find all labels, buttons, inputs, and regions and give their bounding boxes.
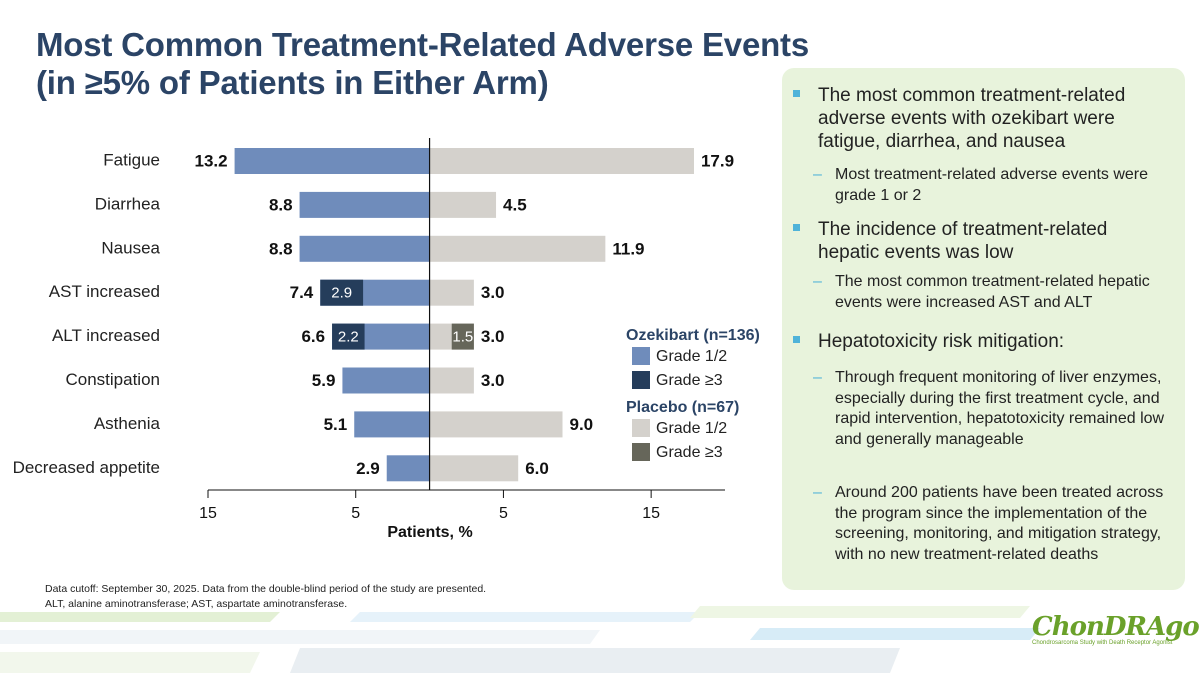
category-label: Diarrhea <box>95 194 161 213</box>
segment-label: 2.2 <box>338 329 359 346</box>
value-label: 4.5 <box>503 195 527 214</box>
value-label: 13.2 <box>194 151 227 170</box>
category-label: Fatigue <box>103 150 160 169</box>
bullet: The incidence of treatment-related hepat… <box>793 218 1168 264</box>
value-label: 17.9 <box>701 151 734 170</box>
category-label: Nausea <box>101 238 160 257</box>
value-label: 3.0 <box>481 327 505 346</box>
summary-panel: The most common treatment-related advers… <box>782 68 1185 590</box>
bar <box>342 367 430 394</box>
category-label: Decreased appetite <box>13 458 160 477</box>
legend-swatch <box>632 347 650 365</box>
bar <box>429 455 519 482</box>
legend-label: Grade ≥3 <box>656 372 723 389</box>
value-label: 7.4 <box>290 283 314 302</box>
bar <box>429 148 694 174</box>
title: Most Common Treatment-Related Adverse Ev… <box>36 26 809 102</box>
x-tick-label: 5 <box>351 505 360 522</box>
value-label: 3.0 <box>481 283 505 302</box>
logo-name: ChonDRAgon <box>1032 612 1200 642</box>
x-tick-label: 15 <box>199 505 217 522</box>
legend-swatch <box>632 443 650 461</box>
bar <box>429 279 474 306</box>
bar <box>299 235 430 262</box>
value-label: 6.6 <box>301 327 325 346</box>
bar <box>234 148 430 174</box>
value-label: 8.8 <box>269 195 293 214</box>
bar-segment <box>332 323 365 350</box>
legend-label: Grade 1/2 <box>656 420 727 437</box>
bar <box>354 411 430 438</box>
value-label: 3.0 <box>481 371 505 390</box>
value-label: 9.0 <box>570 415 594 434</box>
category-label: AST increased <box>49 282 160 301</box>
category-label: Constipation <box>65 370 160 389</box>
bar <box>386 455 430 482</box>
decor <box>0 606 1040 673</box>
legend-title: Placebo (n=67) <box>626 399 739 416</box>
bar <box>299 191 430 218</box>
legend-title: Ozekibart (n=136) <box>626 327 760 344</box>
title-line: Most Common Treatment-Related Adverse Ev… <box>36 26 810 63</box>
value-label: 5.9 <box>312 371 336 390</box>
bar <box>429 191 497 218</box>
title-line: (in ≥5% of Patients in Either Arm) <box>36 64 549 101</box>
value-label: 2.9 <box>356 459 380 478</box>
x-tick-label: 15 <box>642 505 660 522</box>
footnote: Data cutoff: September 30, 2025. Data fr… <box>45 583 487 595</box>
legend-swatch <box>632 371 650 389</box>
sub-bullet: Most treatment-related adverse events we… <box>813 165 1180 206</box>
bar-segment <box>320 279 364 306</box>
x-axis-label: Patients, % <box>387 524 472 541</box>
bar <box>429 235 606 262</box>
value-label: 6.0 <box>525 459 549 478</box>
value-label: 5.1 <box>324 415 348 434</box>
legend-label: Grade 1/2 <box>656 348 727 365</box>
sub-bullet: The most common treatment-related hepati… <box>813 272 1180 313</box>
footnote: ALT, alanine aminotransferase; AST, aspa… <box>45 598 348 610</box>
bar <box>429 367 474 394</box>
category-label: ALT increased <box>52 326 160 345</box>
category-label: Asthenia <box>94 414 161 433</box>
value-label: 8.8 <box>269 239 293 258</box>
logo: ChonDRAgon Chondrosarcoma Study with Dea… <box>1032 612 1200 646</box>
bullet: The most common treatment-related advers… <box>793 84 1168 153</box>
x-tick-label: 5 <box>499 505 508 522</box>
legend-swatch <box>632 419 650 437</box>
value-label: 11.9 <box>612 239 644 258</box>
sub-bullet: Around 200 patients have been treated ac… <box>813 483 1180 565</box>
bar-segment <box>451 323 474 350</box>
sub-bullet: Through frequent monitoring of liver enz… <box>813 368 1180 450</box>
bar <box>429 411 563 438</box>
segment-label: 2.9 <box>331 285 352 302</box>
bullet: Hepatotoxicity risk mitigation: <box>793 330 1168 353</box>
logo-tagline: Chondrosarcoma Study with Death Receptor… <box>1032 640 1173 646</box>
segment-label: 1.5 <box>452 329 473 346</box>
legend-label: Grade ≥3 <box>656 444 723 461</box>
